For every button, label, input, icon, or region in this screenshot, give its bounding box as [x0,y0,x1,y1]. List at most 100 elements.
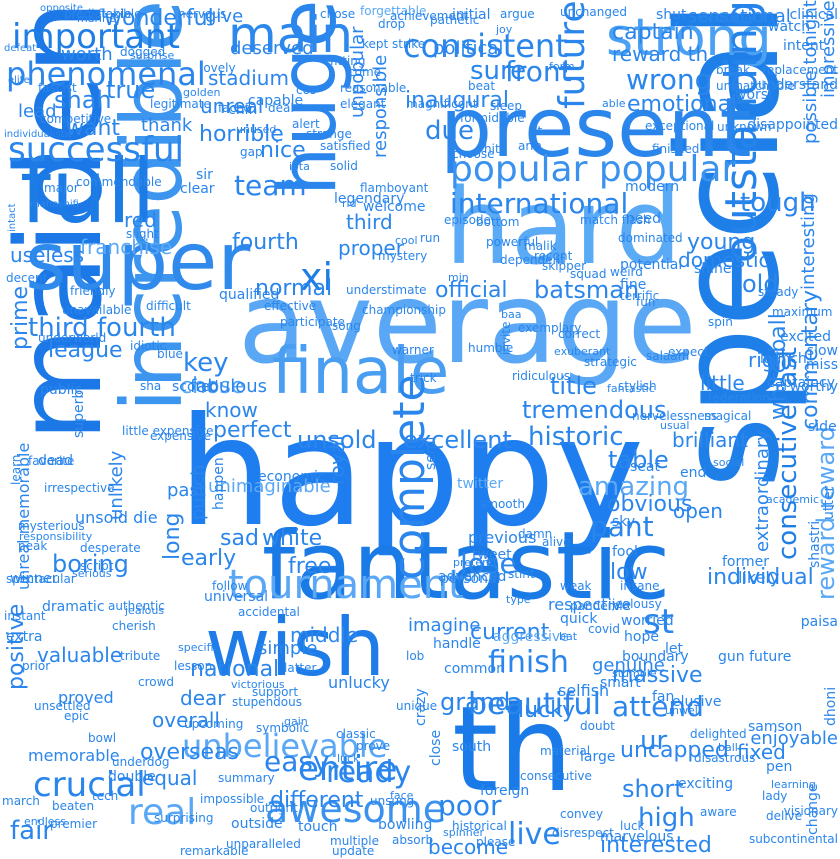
cloud-word: quick [560,611,598,627]
cloud-word: qualified [219,287,280,303]
cloud-word: slow [806,343,838,359]
cloud-word: fan [652,689,675,705]
cloud-word: excited [780,329,831,345]
cloud-word: subcontinental [748,832,838,846]
cloud-word: easy [264,745,330,778]
cloud-word: inaugural [405,88,510,113]
cloud-word: want [66,116,121,141]
cloud-word: give [205,6,244,27]
cloud-word: unsold die [75,508,158,527]
cloud-word: strong [606,8,772,68]
cloud-word: update [332,844,375,858]
cloud-word: argue [500,7,535,21]
cloud-word: sky [612,514,636,530]
cloud-word: high [638,803,695,833]
cloud-word: tremendous [522,396,667,424]
cloud-word: absorb [392,833,434,847]
cloud-word: overseas [140,740,239,765]
cloud-word: simple [258,638,318,659]
cloud-word: magical [704,409,752,423]
cloud-word: bottom [476,215,520,229]
cloud-word: shastri [807,520,823,568]
cloud-word: tribute [120,649,161,663]
cloud-word: steady [758,285,799,299]
cloud-word: ready [326,755,412,790]
cloud-word: captaincy [767,375,835,391]
cloud-word: worst [735,87,774,103]
cloud-word: exciting [678,776,734,792]
cloud-word: aggressive [493,629,569,645]
cloud-word: third fourth [28,313,176,343]
cloud-word: disappointed [747,117,838,133]
cloud-word: lady [762,789,788,803]
cloud-word: individualistic [4,129,73,140]
cloud-word: seat [630,459,660,475]
cloud-word: consistent [403,27,568,65]
cloud-word: live [508,817,561,852]
cloud-word: satisfied [320,139,371,153]
cloud-word: main [228,6,353,64]
cloud-word: opposite [40,3,83,14]
cloud-word: underdog [112,755,170,769]
cloud-word: malik [524,239,557,253]
cloud-word: wish [205,601,386,694]
cloud-word: min [448,271,469,284]
cloud-word: break [716,63,750,77]
cloud-word: clear [180,181,215,197]
cloud-word: enjoyable [750,728,838,749]
cloud-word: federation [708,391,770,405]
cloud-word: support [252,685,299,699]
cloud-word: key [183,348,229,378]
cloud-word: true [106,76,156,104]
cloud-word: upcoming [184,717,244,731]
cloud-word: damn [518,527,553,541]
cloud-word: utter [821,485,837,520]
cloud-word: mysterious [18,519,85,533]
cloud-word: bowl [88,731,117,745]
cloud-word: boundary [622,649,689,665]
cloud-word: mahashifi [30,199,79,210]
cloud-word: maximum [772,305,833,319]
cloud-word: sensational [688,6,791,27]
cloud-word: difficult [146,299,191,313]
cloud-word: semi [423,436,439,470]
cloud-word: cherish [112,619,156,633]
cloud-word: chose [320,7,356,21]
cloud-word: unreal [200,94,264,118]
cloud-word: respective [548,595,632,614]
cloud-word: exceptional [645,119,715,133]
cloud-word: weak [560,579,592,593]
cloud-word: extra [6,629,43,645]
cloud-word: domestic [678,248,770,272]
cloud-word: outright [250,801,298,815]
cloud-word: powerful [486,235,539,249]
cloud-word: entire [298,749,398,789]
cloud-word: ur [640,726,668,756]
cloud-word: disastrous [694,751,756,765]
cloud-word: correct [558,327,601,341]
cloud-word: elusive [672,694,722,710]
cloud-word: fixed [737,740,786,764]
cloud-word: massive [612,663,703,688]
cloud-word: premier [50,817,98,831]
cloud-word: favorite [28,454,75,468]
cloud-word: disrespect [552,826,614,840]
cloud-word: dedicate [700,11,752,25]
cloud-word: dead [38,453,73,469]
cloud-word: sure [470,56,527,86]
cloud-word: formidable [460,111,525,125]
cloud-word: fourth [232,230,299,255]
cloud-word: happen [211,457,227,510]
cloud-word: due [425,116,474,146]
cloud-word: unbelievable [182,727,388,765]
cloud-word: right [748,348,795,372]
cloud-word: finale [272,335,450,409]
cloud-word: beautiful [468,687,601,722]
cloud-word: shut [656,7,687,23]
cloud-word: lovely [200,61,236,75]
cloud-word: squad [570,267,607,281]
cloud-word: important [12,17,180,57]
cloud-word: salaam [646,349,690,363]
cloud-word: average [238,259,697,389]
